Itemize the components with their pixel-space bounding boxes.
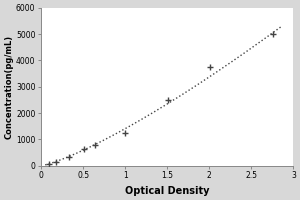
Y-axis label: Concentration(pg/mL): Concentration(pg/mL) — [4, 35, 13, 139]
X-axis label: Optical Density: Optical Density — [125, 186, 209, 196]
